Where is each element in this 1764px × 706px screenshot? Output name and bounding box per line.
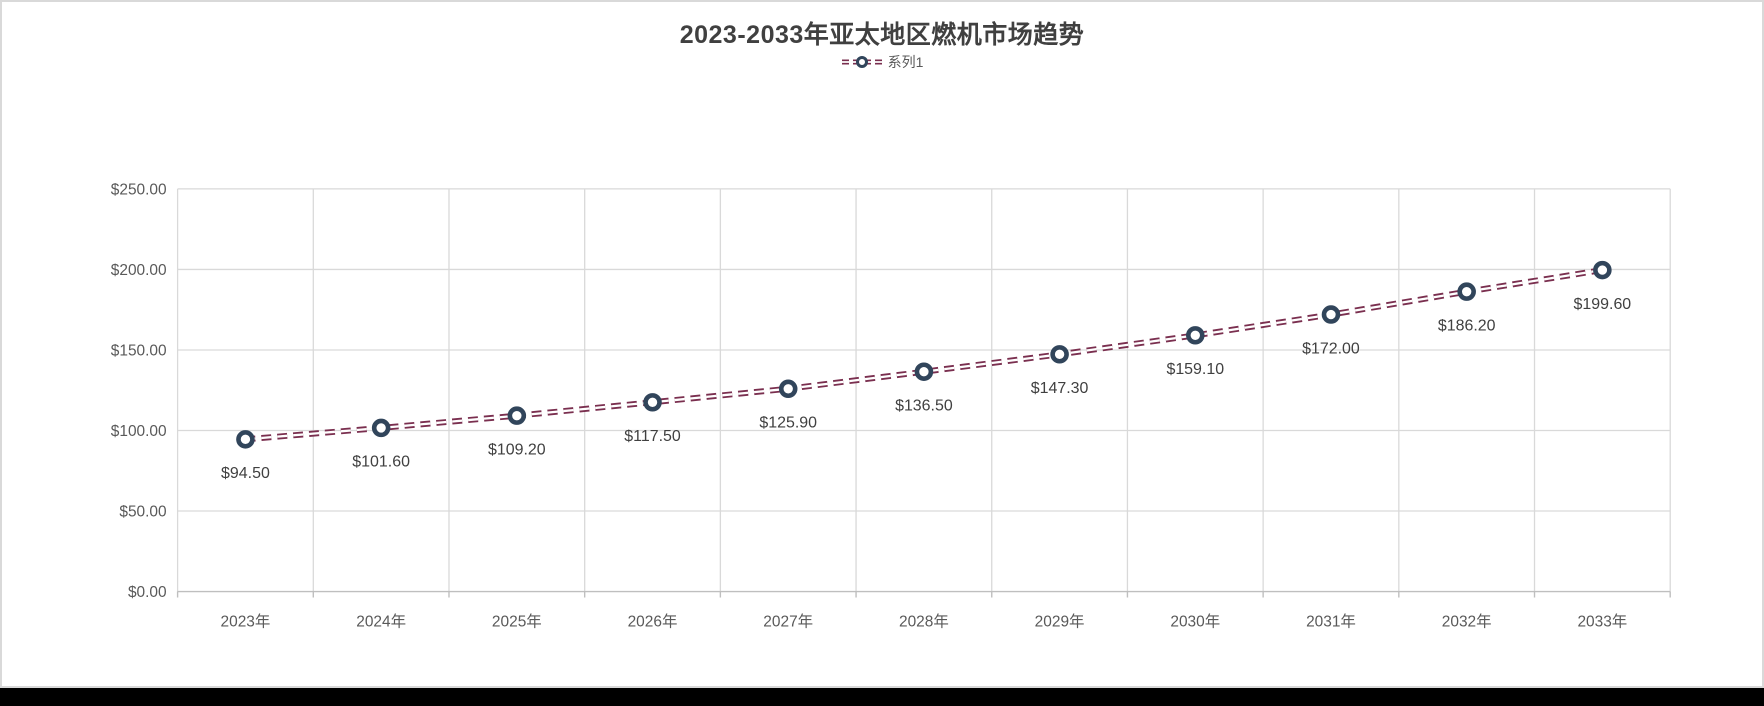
- data-label: $109.20: [488, 441, 546, 458]
- data-label: $136.50: [895, 398, 953, 415]
- data-point-markers: [236, 260, 1612, 449]
- x-axis-tick-label: 2024年: [356, 612, 406, 630]
- chart-legend: 系列1: [2, 52, 1762, 72]
- y-axis-tick-label: $50.00: [119, 504, 166, 521]
- legend-series-marker-icon: [841, 56, 882, 68]
- data-point-marker: [643, 393, 662, 412]
- data-label: $186.20: [1438, 317, 1496, 334]
- data-point-marker: [778, 379, 798, 399]
- x-axis-tick-label: 2027年: [763, 612, 813, 630]
- data-point-marker: [1321, 305, 1341, 324]
- y-axis-tick-label: $200.00: [111, 262, 167, 279]
- line-chart-plot-area: $0.00 $50.00 $100.00 $150.00 $200.00 $250.00 2…: [111, 181, 1671, 630]
- data-label: $101.60: [352, 454, 410, 471]
- y-axis-tick-label: $150.00: [111, 342, 167, 359]
- data-point-marker: [1593, 260, 1612, 280]
- x-axis-tick-label: 2033年: [1577, 612, 1627, 630]
- series-line-inner: [245, 268, 1603, 441]
- data-point-marker: [914, 362, 934, 381]
- data-point-marker: [1050, 345, 1069, 364]
- data-label: $159.10: [1166, 361, 1224, 378]
- x-axis-tick-label: 2023年: [221, 612, 271, 630]
- x-axis-tick-label: 2032年: [1442, 612, 1492, 630]
- y-axis-tick-label: $0.00: [128, 584, 167, 601]
- data-label: $172.00: [1302, 340, 1360, 357]
- chart-object[interactable]: 2023-2033年亚太地区燃机市场趋势 系列1 $0.00 $50.00 $100…: [0, 0, 1764, 688]
- x-axis-tick-label: 2030年: [1170, 612, 1220, 630]
- gridlines: [176, 188, 1671, 592]
- data-point-marker: [507, 406, 527, 425]
- data-label: $125.90: [759, 415, 817, 432]
- data-label: $147.30: [1031, 380, 1089, 397]
- x-axis-tick-label: 2026年: [628, 612, 678, 630]
- data-label: $199.60: [1574, 296, 1632, 313]
- series-line: [245, 267, 1603, 443]
- x-axis-tick-label: 2025年: [492, 612, 542, 630]
- data-point-marker: [236, 430, 255, 449]
- x-axis-tick-label: 2029年: [1035, 612, 1085, 630]
- x-axis: [176, 590, 1671, 598]
- x-axis-tick-label: 2031年: [1306, 612, 1356, 630]
- data-labels: $94.50 $101.60 $109.20 $117.50 $125.90 $136.5…: [221, 296, 1631, 482]
- data-point-marker: [1457, 282, 1476, 301]
- y-axis-labels: $0.00 $50.00 $100.00 $150.00 $200.00 $250.00: [111, 181, 167, 601]
- data-label: $94.50: [221, 465, 270, 482]
- data-point-marker: [371, 418, 391, 438]
- bottom-letterbox-bar: [0, 688, 1764, 706]
- chart-title: 2023-2033年亚太地区燃机市场趋势: [679, 21, 1085, 49]
- legend-series-label: 系列1: [887, 54, 924, 70]
- y-axis-tick-label: $100.00: [111, 423, 167, 440]
- data-label: $117.50: [624, 428, 681, 445]
- data-point-marker: [1186, 326, 1205, 345]
- y-axis-tick-label: $250.00: [111, 181, 167, 198]
- legend-marker-ring: [855, 56, 868, 68]
- x-axis-tick-label: 2028年: [899, 612, 949, 630]
- x-axis-labels: 2023年 2024年 2025年 2026年 2027年 2028年 2029年 2030年…: [221, 612, 1628, 630]
